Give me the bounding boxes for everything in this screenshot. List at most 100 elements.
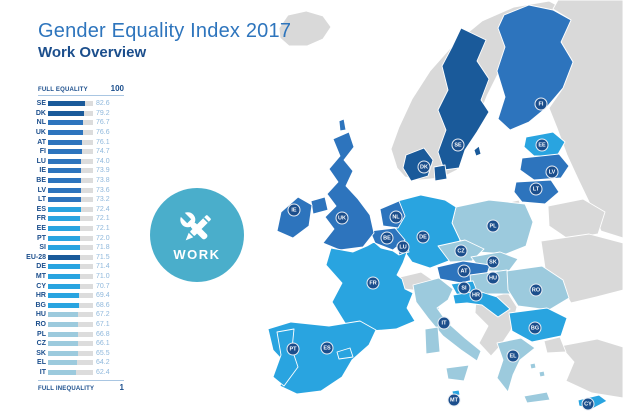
bar-fill [48,110,84,116]
score-value: 72.0 [96,234,110,242]
map-label-bg: BG [528,321,542,335]
scale-top-label: FULL EQUALITY [38,87,88,93]
country-code-label: NL [36,119,46,127]
map-label-nl: NL [389,210,403,224]
country-code-label: IE [39,167,46,175]
map-country-finland [496,4,574,131]
score-value: 72.1 [96,225,110,233]
bar-row-lu: LU 74.0 [20,157,145,167]
bar-fill [48,302,79,308]
map-island-sardinia [424,326,441,355]
bar-fill [48,331,79,337]
bar-track [48,120,93,126]
bar-track [48,101,93,107]
bar-row-se: SE 82.6 [20,99,145,109]
bar-row-el: EL 64.2 [20,358,145,368]
score-value: 72.4 [96,205,110,213]
score-value: 74.0 [96,157,110,165]
score-bar-chart: FULL EQUALITY 100 SE 82.6 DK 79.2 NL 76.7 UK 76… [20,84,145,392]
bar-fill [48,101,86,107]
map-label-pt: PT [286,342,300,356]
map-label-be: BE [380,231,394,245]
country-code-label: LT [37,196,46,204]
bar-track [48,206,93,212]
country-code-label: SI [39,244,46,252]
country-code-label: BE [36,177,46,185]
score-value: 71.8 [96,244,110,252]
country-code-label: HU [35,311,46,319]
map-country-belarus [547,198,606,240]
bar-fill [48,149,82,155]
map-label-sk: SK [486,255,500,269]
work-badge-circle [150,188,244,282]
bar-fill [48,168,82,174]
bar-fill [48,254,81,260]
map-label-hr: HR [469,288,483,302]
bar-row-dk: DK 79.2 [20,109,145,119]
score-value: 71.0 [96,272,110,280]
bar-track [48,369,93,375]
map-island-crete [523,391,551,404]
country-code-label: IT [39,368,46,376]
country-code-label: UK [35,129,46,137]
bar-row-sk: SK 65.5 [20,348,145,358]
map-label-uk: UK [335,211,349,225]
bar-row-pl: PL 66.8 [20,329,145,339]
bar-row-cy: CY 70.7 [20,281,145,291]
map-label-ee: EE [535,138,549,152]
map-label-it: IT [437,316,451,330]
score-value: 73.8 [96,177,110,185]
score-value: 73.9 [96,167,110,175]
map-country-turkey [559,338,623,399]
country-code-label: RO [35,320,47,328]
bar-track [48,245,93,251]
map-island-zealand [433,164,448,182]
score-value: 72.1 [96,215,110,223]
country-code-label: EU-28 [26,253,46,261]
country-code-label: LV [37,186,46,194]
country-code-label: CY [36,282,46,290]
bar-fill [48,130,83,136]
country-code-label: ES [36,205,46,213]
map-label-fr: FR [366,276,380,290]
map-label-fi: FI [534,97,548,111]
country-code-label: BG [35,301,47,309]
score-value: 66.8 [96,330,110,338]
map-island-gotland [473,145,482,157]
page-subtitle: Work Overview [38,44,147,61]
bar-fill [48,321,79,327]
score-value: 70.7 [96,282,110,290]
bar-track [48,341,93,347]
map-label-es: ES [320,341,334,355]
bar-track [48,235,93,241]
bar-row-lt: LT 73.2 [20,195,145,205]
bar-row-de: DE 71.4 [20,262,145,272]
bar-fill [48,206,81,212]
score-value: 71.5 [96,253,110,261]
scale-bottom-label: FULL INEQUALITY [38,386,95,393]
map-label-de: DE [416,230,430,244]
bar-track [48,158,93,164]
bar-track [48,226,93,232]
country-code-label: MT [35,272,46,280]
bar-fill [48,293,80,299]
map-islands-aegean [529,362,546,378]
score-value: 69.4 [96,292,110,300]
score-value: 64.2 [96,359,110,367]
scale-top-value: 100 [110,84,124,93]
work-badge: WORK [150,188,244,282]
bar-track [48,283,93,289]
bar-row-cz: CZ 66.1 [20,339,145,349]
score-value: 66.1 [96,340,110,348]
bar-row-bg: BG 68.6 [20,300,145,310]
header: Gender Equality Index 2017 Work Overview [38,20,291,61]
map-country-greece [496,337,536,393]
score-value: 73.2 [96,196,110,204]
score-value: 76.6 [96,129,110,137]
bar-fill [48,312,79,318]
bar-track [48,293,93,299]
map-label-cy: CY [581,397,595,411]
score-value: 74.7 [96,148,110,156]
country-code-label: FR [36,215,46,223]
country-code-label: AT [37,138,46,146]
